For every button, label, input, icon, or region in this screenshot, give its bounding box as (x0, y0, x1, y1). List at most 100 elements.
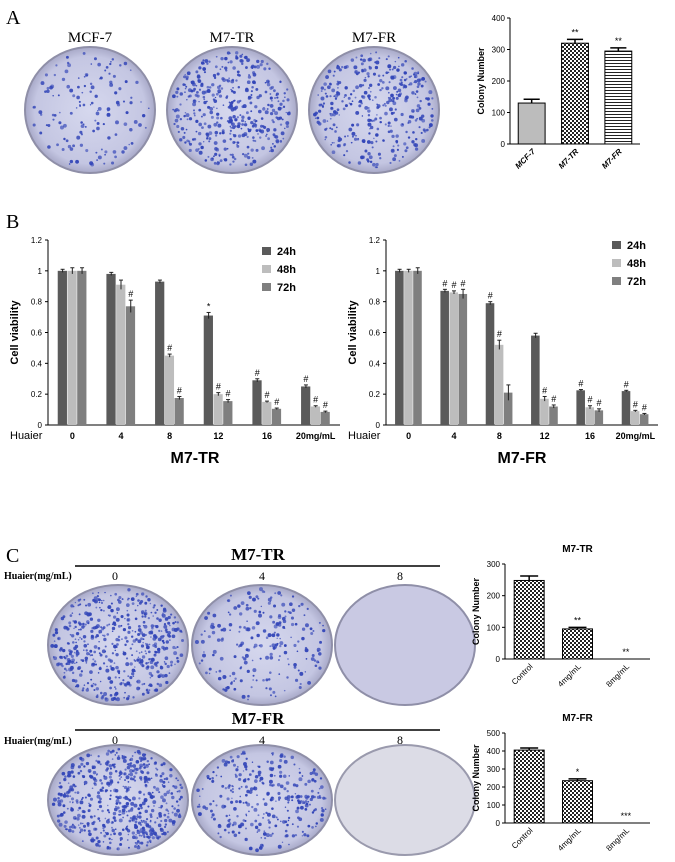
colony-dot (50, 644, 55, 648)
colony-dot (140, 644, 145, 648)
colony-dot (167, 615, 171, 620)
colony-dot (382, 104, 385, 107)
colony-dot (44, 90, 47, 93)
colony-dot (233, 687, 237, 691)
colony-dot (192, 102, 197, 107)
colony-dot (269, 615, 273, 619)
colony-dot (100, 805, 102, 808)
colony-dot (179, 630, 182, 633)
colony-dot (103, 834, 107, 838)
colony-dot (188, 148, 192, 153)
colony-dot (239, 679, 243, 683)
colony-dot (232, 763, 237, 767)
colony-dot (139, 823, 143, 827)
bar-48h (540, 398, 549, 425)
y-axis-label: Cell viability (347, 300, 359, 365)
colony-dot (89, 815, 93, 818)
colony-dot (400, 81, 403, 84)
colony-dot (200, 633, 203, 636)
colony-dot (173, 807, 176, 810)
significance-mark: # (624, 379, 629, 389)
colony-dot (160, 795, 164, 799)
colony-dot (114, 754, 117, 756)
colony-dot (392, 100, 395, 103)
colony-dot (254, 125, 257, 128)
colony-dot (367, 97, 371, 100)
colony-dot (93, 599, 96, 603)
significance-mark: # (488, 291, 493, 301)
colony-dot (86, 620, 90, 624)
colony-dot (97, 839, 101, 844)
colony-dot (231, 153, 234, 157)
colony-dot (309, 771, 313, 776)
colony-dot (171, 805, 174, 808)
colony-dot (249, 162, 254, 167)
colony-dot (318, 109, 322, 113)
colony-dot (331, 128, 334, 131)
y-axis-label: Cell viability (9, 300, 21, 365)
colony-dot (238, 800, 242, 804)
colony-dot (140, 835, 143, 837)
colony-dot (87, 643, 89, 646)
colony-dot (79, 769, 83, 773)
colony-dot (253, 779, 258, 783)
colony-dot (167, 781, 170, 783)
colony-dot (402, 84, 406, 88)
colony-dot (173, 651, 178, 656)
colony-dot (97, 817, 101, 820)
colony-dot (186, 118, 189, 121)
bar-48h (449, 292, 459, 425)
colony-dot (162, 762, 166, 766)
colony-dot (198, 662, 201, 665)
colony-dot (108, 623, 111, 626)
colony-dot (150, 777, 153, 780)
colony-dot (195, 119, 199, 123)
colony-dot (261, 844, 264, 846)
colony-dot (68, 773, 72, 778)
colony-dot (420, 131, 423, 135)
colony-dot (218, 823, 221, 827)
colony-dot (229, 594, 232, 597)
colony-dot (274, 824, 278, 828)
colony-dot (266, 760, 269, 763)
y-tick-label: 100 (487, 801, 501, 810)
colony-dot (177, 779, 179, 782)
colony-dot (349, 102, 353, 106)
colony-dot (94, 663, 98, 666)
colony-dot (118, 813, 121, 816)
colony-dot (109, 767, 112, 770)
colony-dot (82, 810, 86, 814)
colony-dot (241, 656, 245, 659)
colony-dot (133, 775, 136, 778)
colony-dot (179, 783, 182, 787)
colony-dot (318, 794, 321, 797)
colony-dot (149, 602, 152, 605)
y-tick-label: 0.2 (369, 390, 381, 399)
colony-dot (145, 666, 149, 670)
colony-dot (124, 796, 129, 800)
bar-24h (395, 270, 404, 425)
colony-dot (233, 655, 237, 659)
colony-dot (324, 88, 326, 91)
colony-dot (115, 805, 117, 808)
colony-dot (86, 681, 90, 685)
colony-dot (276, 782, 281, 787)
colony-dot (244, 778, 247, 781)
colony-dot (68, 163, 71, 165)
colony-dot (131, 755, 134, 757)
colony-dot (211, 157, 214, 160)
colony-dot (313, 795, 316, 799)
colony-dot (307, 779, 311, 784)
colony-dot (245, 603, 249, 607)
colony-dot (87, 829, 91, 833)
colony-dot (212, 649, 217, 654)
colony-dot (414, 74, 418, 79)
colony-dot (137, 628, 142, 632)
colony-dot (135, 592, 139, 596)
colony-dot (141, 633, 146, 637)
colony-dot (236, 643, 239, 646)
colony-dot (140, 101, 142, 103)
colony-dot (84, 623, 87, 626)
colony-dot (306, 607, 309, 610)
colony-dot (145, 634, 147, 636)
